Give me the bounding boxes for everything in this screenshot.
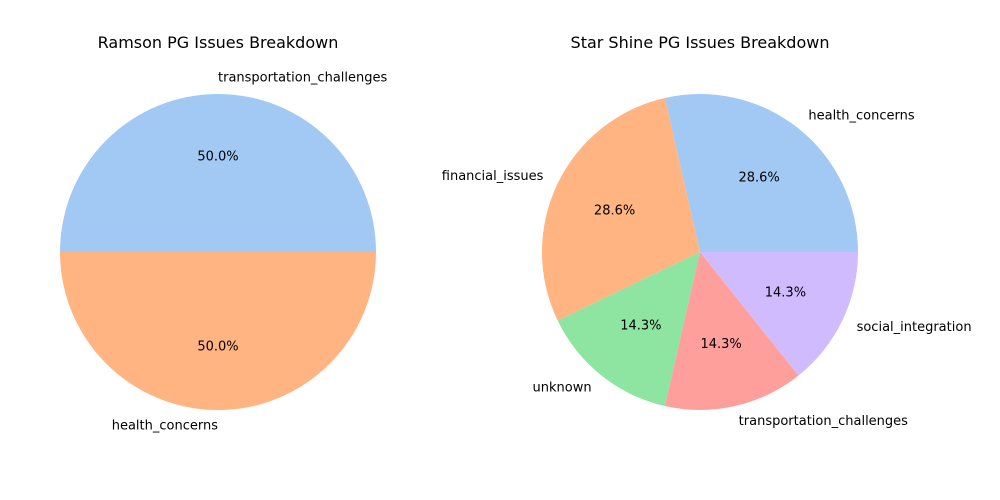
pie-slice-health-concerns xyxy=(60,252,376,410)
chart-title: Star Shine PG Issues Breakdown xyxy=(571,33,830,52)
pie-slice-health-concerns xyxy=(664,94,858,252)
slice-category-label: financial_issues xyxy=(442,169,544,184)
slice-category-label: transportation_challenges xyxy=(218,71,388,86)
slice-percent-label: 50.0% xyxy=(197,150,238,165)
slice-percent-label: 14.3% xyxy=(620,319,661,334)
slice-category-label: unknown xyxy=(533,380,592,395)
pie-labels: 28.6% health_concerns 28.6% financial_issue… xyxy=(442,109,972,429)
chart-title: Ramson PG Issues Breakdown xyxy=(98,33,339,52)
pie-slice-transportation-challenges xyxy=(60,94,376,252)
slice-category-label: health_concerns xyxy=(808,109,914,124)
slice-category-label: health_concerns xyxy=(112,418,218,433)
pie-slice-transportation-challenges xyxy=(664,252,799,410)
pie-slices xyxy=(60,94,376,410)
pie-slices xyxy=(542,94,858,410)
slice-percent-label: 14.3% xyxy=(700,337,741,352)
slice-percent-label: 14.3% xyxy=(765,286,806,301)
pie-slice-social-integration xyxy=(700,252,858,376)
pie-labels: 50.0% transportation_challenges 50.0% healt… xyxy=(112,71,388,434)
pie-slice-financial-issues xyxy=(542,97,700,321)
slice-percent-label: 28.6% xyxy=(738,170,779,185)
slice-percent-label: 50.0% xyxy=(197,339,238,354)
ramson-pie-chart: Ramson PG Issues Breakdown 50.0% transpor… xyxy=(60,33,388,433)
slice-category-label: social_integration xyxy=(857,320,972,335)
pie-slice-unknown xyxy=(557,252,700,407)
star-shine-pie-chart: Star Shine PG Issues Breakdown 28.6% heal… xyxy=(442,33,972,429)
slice-category-label: transportation_challenges xyxy=(739,414,909,429)
slice-percent-label: 28.6% xyxy=(594,203,635,218)
